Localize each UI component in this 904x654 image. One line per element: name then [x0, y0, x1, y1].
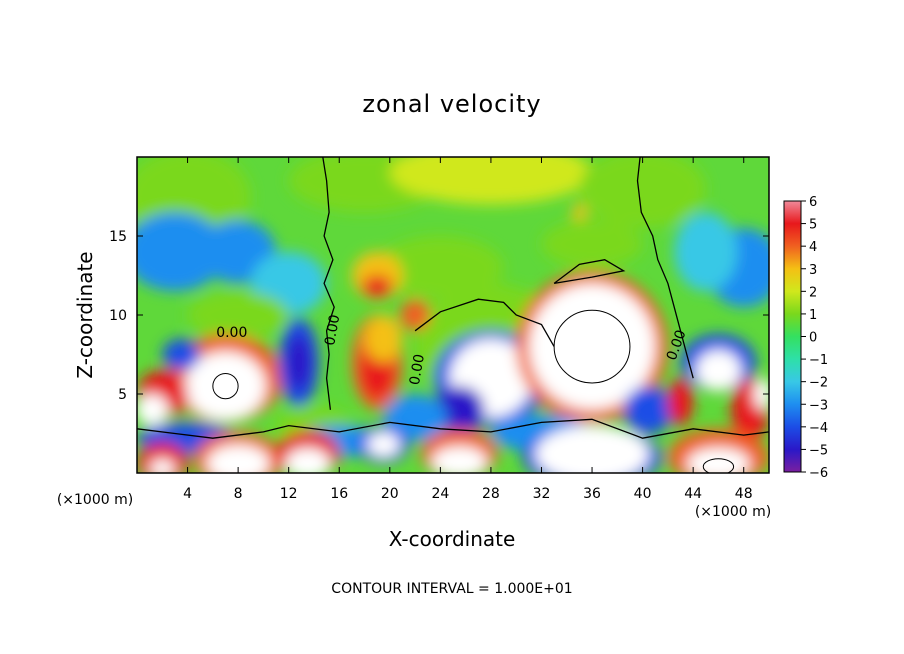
contour-line: [414, 298, 555, 347]
field-region: [535, 425, 649, 473]
field-region: [579, 157, 706, 229]
colorbar-bar: [783, 200, 802, 473]
field-region: [361, 275, 393, 298]
field-region: [187, 291, 289, 339]
field-region: [399, 299, 431, 331]
contour-label: 0.00: [407, 353, 428, 386]
field-region: [185, 351, 266, 421]
x-tick-label: 24: [431, 486, 449, 502]
y-tick-label: 5: [118, 387, 127, 403]
field-region: [667, 378, 694, 426]
colorbar-tick-label: 1: [809, 308, 817, 323]
x-tick-label: 16: [330, 486, 348, 502]
y-axis-ticks: 5 10 15: [109, 229, 769, 403]
x-axis-label: X-coordinate: [389, 527, 516, 551]
x-tick-label: 20: [381, 486, 399, 502]
colorbar-tick-label: 0: [809, 331, 817, 346]
field-region: [137, 394, 169, 426]
x-tick-label: 12: [280, 486, 298, 502]
field-region: [623, 386, 675, 434]
field-region: [431, 446, 488, 473]
x-tick-label: 28: [482, 486, 500, 502]
x-tick-label: 48: [735, 486, 753, 502]
field-region: [206, 444, 270, 473]
field-region: [364, 315, 403, 363]
field-region: [137, 212, 226, 292]
field-region: [383, 394, 447, 442]
colorbar-ticks: 6 5 4 3 2 1 0 −1 −2 −3 −4 −5 −6: [801, 195, 828, 481]
field-region: [571, 204, 587, 221]
field-region: [137, 442, 188, 473]
plot-area: 0.00 0.000.000.00: [137, 157, 769, 473]
field-region: [528, 283, 656, 410]
colorbar-tick-label: −5: [809, 443, 828, 458]
contour-line: [137, 418, 769, 439]
contour-line: [212, 372, 239, 400]
colorbar-tick-label: −4: [809, 421, 828, 436]
x-tick-label: 32: [533, 486, 551, 502]
x-unit-left: (×1000 m): [57, 492, 133, 508]
y-axis-label: Z-coordinate: [73, 251, 97, 378]
x-tick-label: 44: [684, 486, 702, 502]
colorbar: 6 5 4 3 2 1 0 −1 −2 −3 −4 −5 −6: [783, 195, 828, 481]
field-region: [674, 212, 738, 292]
field-region: [149, 458, 175, 473]
contour-line: [553, 259, 626, 285]
x-tick-label: 8: [234, 486, 243, 502]
velocity-field: [137, 157, 769, 473]
contour-label: 0.00: [322, 313, 343, 346]
field-region: [377, 236, 504, 300]
field-region: [389, 157, 593, 205]
field-region: [162, 338, 201, 371]
chart-title: zonal velocity: [362, 90, 541, 118]
colorbar-tick-label: 2: [809, 285, 817, 300]
contour-line: [553, 309, 631, 384]
contour-line: [322, 157, 335, 410]
y-tick-label: 15: [109, 229, 127, 245]
x-unit-right: (×1000 m): [695, 504, 771, 520]
y-tick-label: 10: [109, 308, 127, 324]
x-tick-label: 36: [583, 486, 601, 502]
contour-line: [636, 157, 694, 379]
contour-line: [702, 458, 735, 473]
colorbar-tick-label: −1: [809, 353, 828, 368]
field-region: [541, 220, 643, 268]
field-region: [286, 333, 312, 391]
contour-interval-note: CONTOUR INTERVAL = 1.000E+01: [331, 581, 572, 597]
x-axis-ticks: 4 8 12 16 20 24 28 32 36 40 44 48: [183, 157, 753, 502]
colorbar-tick-label: 5: [809, 218, 817, 233]
colorbar-tick-label: 6: [809, 195, 817, 210]
field-region: [753, 378, 769, 410]
colorbar-tick-label: 4: [809, 240, 817, 255]
contour-label: 0.00: [216, 325, 247, 341]
colorbar-tick-label: −2: [809, 376, 828, 391]
field-region: [434, 386, 485, 434]
field-region: [695, 349, 742, 391]
colorbar-tick-label: −6: [809, 466, 828, 481]
field-region: [284, 447, 331, 473]
field-region: [367, 431, 400, 458]
x-tick-label: 40: [634, 486, 652, 502]
field-region: [686, 447, 751, 473]
x-tick-label: 4: [183, 486, 192, 502]
colorbar-tick-label: 3: [809, 263, 817, 278]
colorbar-tick-label: −3: [809, 398, 828, 413]
